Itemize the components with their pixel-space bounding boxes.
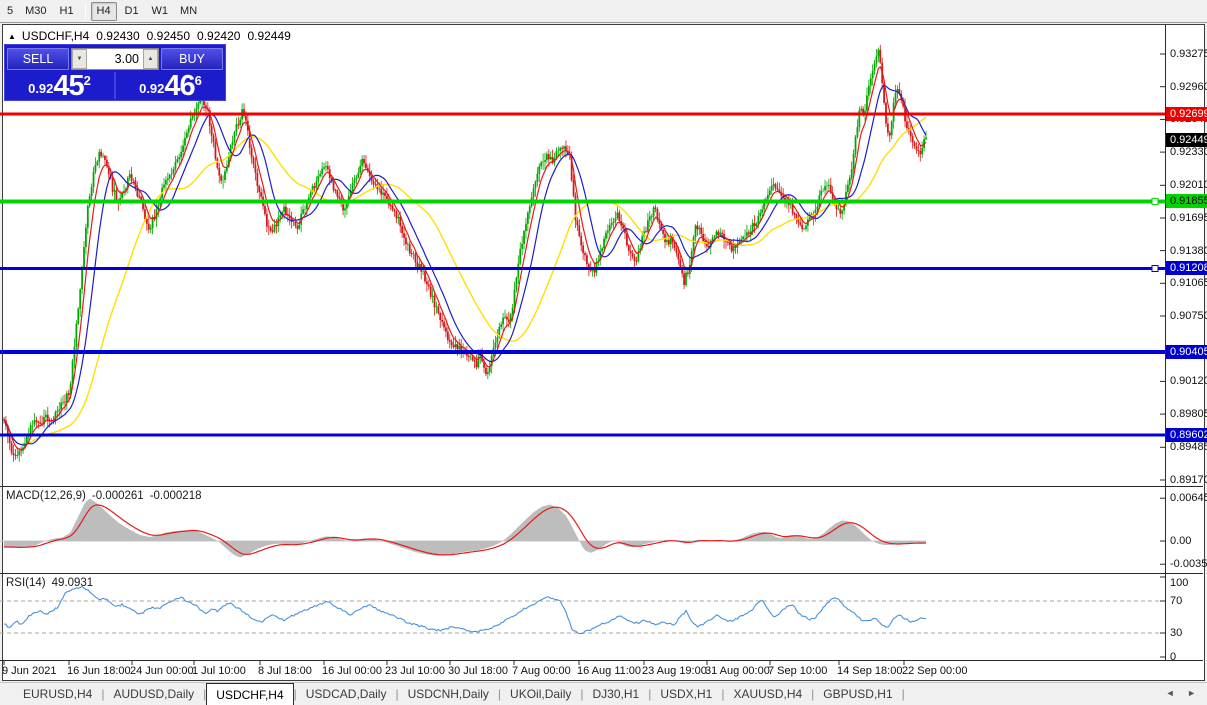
high-value: 0.92450 [146, 29, 191, 43]
tab-separator: | [721, 687, 725, 701]
rsi-label: RSI(14) 49.0931 [6, 577, 93, 589]
toolbar-separator [84, 3, 86, 19]
sell-price-pip: 2 [83, 73, 91, 88]
buy-price[interactable]: 0.92 46 6 [116, 70, 225, 102]
rsi-name: RSI(14) [6, 577, 46, 589]
open-value: 0.92430 [96, 29, 140, 43]
chart-tab-UKOil-Daily[interactable]: UKOil,Daily [510, 687, 572, 701]
collapse-arrow-icon[interactable]: ▲ [8, 31, 16, 41]
chart-tab-AUDUSD-Daily[interactable]: AUDUSD,Daily [113, 687, 195, 701]
chart-canvas[interactable] [0, 25, 1205, 680]
tab-separator: | [101, 687, 105, 701]
one-click-trade-panel: SELL ▼ 3.00 ▲ BUY 0.92 45 2 0.92 46 6 [4, 44, 226, 101]
tab-separator: | [293, 687, 297, 701]
tab-separator: | [648, 687, 652, 701]
tab-separator: | [811, 687, 815, 701]
chart-tab-USDCNH-Daily[interactable]: USDCNH,Daily [407, 687, 489, 701]
chart-tab-EURUSD-H4[interactable]: EURUSD,H4 [23, 687, 93, 701]
timeframe-button-MN[interactable]: MN [180, 5, 198, 17]
macd-histogram [4, 498, 926, 558]
close-value: 0.92449 [247, 29, 291, 43]
candle-wicks-down [3, 44, 921, 462]
timeframe-button-H4[interactable]: H4 [90, 1, 117, 21]
rsi-line [3, 585, 927, 635]
macd-label: MACD(12,26,9) -0.000261 -0.000218 [6, 490, 201, 502]
macd-name: MACD(12,26,9) [6, 490, 86, 502]
tab-separator: | [497, 687, 502, 701]
tab-separator: | [580, 687, 584, 701]
candle-bodies-down [3, 49, 922, 456]
sell-price-main: 45 [53, 70, 84, 102]
volume-increase-button[interactable]: ▲ [143, 49, 158, 69]
ma-fast-line [3, 65, 927, 451]
hline-handle [1151, 197, 1159, 205]
chart-tab-USDX-H1[interactable]: USDX,H1 [660, 687, 713, 701]
timeframe-button-H1[interactable]: H1 [59, 5, 74, 17]
buy-button[interactable]: BUY [161, 48, 223, 70]
macd-signal-line [4, 504, 926, 556]
tab-separator: | [395, 687, 399, 701]
timeframe-button-W1[interactable]: W1 [151, 5, 169, 17]
chart-tab-GBPUSD-H1[interactable]: GBPUSD,H1 [823, 687, 893, 701]
chart-tab-USDCHF-H4[interactable]: USDCHF,H4 [206, 683, 294, 705]
sell-button[interactable]: SELL [7, 48, 69, 70]
macd-value-1: -0.000261 [91, 490, 144, 502]
chart-tab-DJ30-H1[interactable]: DJ30,H1 [592, 687, 640, 701]
sell-price-prefix: 0.92 [28, 81, 54, 96]
chart-tab-XAUUSD-H4[interactable]: XAUUSD,H4 [733, 687, 803, 701]
candle-wicks-up [16, 47, 927, 462]
ma-slow-line [3, 116, 927, 446]
symbol-info-bar: ▲ USDCHF,H4 0.92430 0.92450 0.92420 0.92… [8, 29, 291, 43]
symbol-label: USDCHF,H4 [21, 29, 90, 43]
price-divider [114, 72, 116, 99]
volume-input[interactable]: 3.00 [114, 52, 139, 66]
ma-mid-line [3, 84, 927, 446]
timeframe-button-5[interactable]: 5 [7, 5, 14, 17]
volume-decrease-button[interactable]: ▼ [72, 49, 87, 69]
hline-handle [1151, 265, 1159, 272]
timeframe-button-M30[interactable]: M30 [25, 5, 47, 17]
chart-tab-USDCAD-Daily[interactable]: USDCAD,Daily [305, 687, 387, 701]
macd-value-2: -0.000218 [149, 490, 202, 502]
timeframe-toolbar: 5 M30 H1 H4 D1 W1 MN [0, 0, 1207, 23]
buy-price-prefix: 0.92 [139, 81, 165, 96]
volume-control: ▼ 3.00 ▲ [71, 48, 159, 70]
tab-scroll-arrows[interactable]: ◄ ► [1165, 688, 1201, 698]
candle-bodies-up [16, 49, 927, 456]
rsi-value: 49.0931 [51, 577, 94, 589]
chart-tabs-bar: EURUSD,H4 | AUDUSD,Daily | USDCHF,H4 | USDCAD,… [0, 682, 1207, 705]
tab-separator: | [203, 687, 207, 701]
timeframe-button-D1[interactable]: D1 [124, 5, 139, 17]
buy-price-main: 46 [164, 70, 195, 102]
tab-separator: | [901, 687, 905, 701]
low-value: 0.92420 [197, 29, 241, 43]
buy-price-pip: 6 [194, 73, 202, 88]
sell-price[interactable]: 0.92 45 2 [5, 70, 114, 102]
